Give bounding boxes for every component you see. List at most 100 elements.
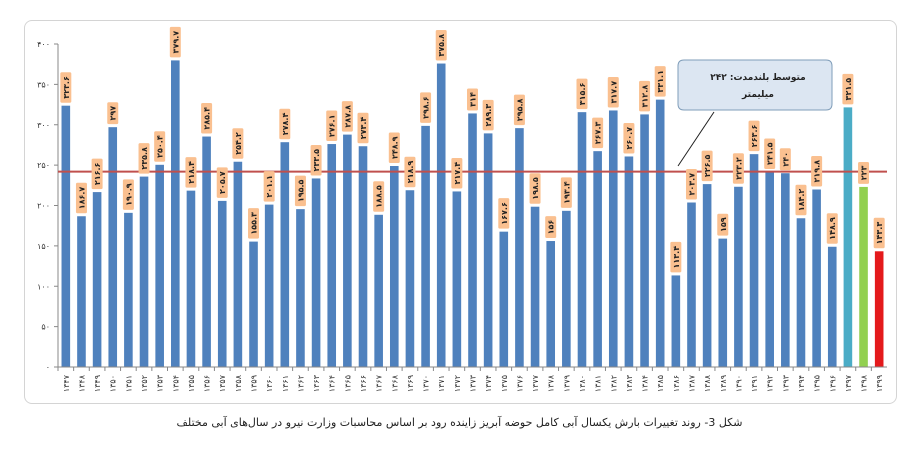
- bar: [827, 246, 837, 367]
- data-label-bg: [435, 30, 447, 61]
- bar: [171, 60, 180, 368]
- x-tick-label: ۱۳۸۴: [641, 375, 650, 392]
- data-label-bg: [795, 184, 807, 216]
- data-label: ۲۰۳.۷: [685, 169, 697, 200]
- data-label-text: ۲۰۱.۱: [265, 175, 274, 198]
- y-tick-label: ۵۰: [41, 323, 50, 332]
- data-label-bg: [122, 179, 134, 210]
- bar: [781, 173, 790, 367]
- bar: [655, 99, 665, 367]
- x-tick-label: ۱۳۴۹: [93, 375, 102, 392]
- data-label-text: ۲۰۳.۷: [687, 173, 696, 196]
- data-label: ۲۹۸.۶: [420, 92, 432, 123]
- data-label-bg: [341, 101, 353, 132]
- data-label-text: ۳۷۵.۸: [437, 34, 446, 57]
- x-tick-label: ۱۳۹۸: [860, 374, 869, 392]
- x-tick-label: ۱۳۶۵: [343, 375, 352, 392]
- data-label-bg: [748, 120, 760, 152]
- data-label-text: ۲۳۳.۵: [312, 149, 321, 172]
- data-label: ۱۹۵.۵: [294, 175, 306, 207]
- data-label: ۲۴۸.۹: [388, 132, 400, 164]
- y-tick-label: ۲۵۰: [37, 161, 50, 170]
- x-tick-label: ۱۳۸۲: [609, 375, 618, 392]
- bar: [515, 128, 524, 367]
- x-tick-label: ۱۳۹۲: [766, 375, 775, 392]
- bar: [483, 133, 493, 367]
- x-tick-label: ۱۳۹۶: [828, 375, 837, 392]
- data-label-text: ۲۹۸.۶: [422, 96, 431, 119]
- x-tick-label: ۱۳۵۰: [109, 375, 118, 392]
- data-label-text: ۳۳۱.۱: [656, 70, 665, 93]
- data-label-text: ۳۱۷.۷: [609, 81, 618, 104]
- data-label-bg: [607, 76, 619, 108]
- data-label-text: ۲۱۷.۴: [453, 162, 462, 185]
- data-label: ۲۸۷.۸: [341, 101, 353, 132]
- data-label: ۲۴۱.۵: [764, 138, 776, 169]
- data-labels: ۳۲۳.۶ ۱۸۶.۷ ۲۱۶.۶ ۲۹۷ ۱۹۰.۹ ۲۳۵.۸ ۲۵۰.۴ ۳۷۹.۷ ۲۱…: [60, 26, 885, 273]
- data-label-bg: [467, 88, 478, 111]
- data-label-text: ۱۸۶.۷: [77, 187, 86, 210]
- data-label-bg: [169, 26, 181, 58]
- data-label-bg: [576, 78, 588, 110]
- bar: [765, 171, 774, 367]
- data-label-text: ۲۰۵.۷: [218, 171, 227, 194]
- mean-label-line2: میلیمتر: [741, 90, 774, 100]
- x-tick-label: ۱۳۶۸: [390, 374, 399, 392]
- bar: [749, 154, 759, 367]
- data-label-text: ۱۸۸.۵: [375, 185, 384, 208]
- x-tick-label: ۱۳۸۹: [719, 375, 728, 392]
- bar: [389, 166, 399, 367]
- data-label-text: ۱۵۹: [719, 217, 728, 232]
- data-label: ۳۷۵.۸: [435, 30, 447, 61]
- x-tick-label: ۱۳۵۶: [203, 375, 212, 392]
- bar: [264, 204, 274, 367]
- bar: [280, 142, 290, 367]
- data-label: ۲۲۶.۵: [701, 150, 713, 182]
- bar: [77, 216, 86, 367]
- data-label-bg: [154, 131, 166, 162]
- data-label-text: ۳۱۴: [469, 92, 478, 107]
- x-tick-label: ۱۳۷۰: [422, 375, 431, 392]
- data-label-bg: [138, 143, 150, 174]
- data-label-bg: [232, 128, 244, 159]
- data-label: ۲۱۶.۶: [91, 158, 103, 190]
- x-tick-label: ۱۳۹۳: [781, 374, 790, 392]
- bar: [593, 151, 602, 367]
- data-label: ۲۷۶.۱: [326, 110, 338, 142]
- data-label-text: ۲۷۶.۱: [328, 115, 337, 138]
- x-tick-label: ۱۳۵۸: [234, 374, 243, 392]
- bar: [702, 184, 712, 367]
- bar: [718, 238, 728, 367]
- data-label: ۱۸۶.۷: [75, 182, 87, 214]
- bar: [421, 125, 430, 368]
- data-label-text: ۲۱۸.۴: [187, 161, 196, 184]
- data-label: ۳۱۲.۸: [639, 80, 651, 112]
- data-label-text: ۱۹۳.۴: [562, 181, 571, 204]
- bar: [562, 210, 571, 367]
- data-label-text: ۱۶۷.۶: [500, 202, 509, 225]
- data-label: ۲۹۵.۸: [513, 94, 525, 126]
- y-tick-label: ۳۰۰: [37, 121, 50, 130]
- x-tick-label: ۱۳۶۱: [281, 375, 290, 392]
- data-label-bg: [717, 213, 729, 236]
- x-tick-label: ۱۳۶۳: [312, 374, 321, 392]
- data-label: ۱۸۸.۵: [373, 181, 385, 212]
- bar: [452, 191, 462, 367]
- x-tick-label: ۱۳۸۷: [687, 374, 696, 392]
- data-label-text: ۲۹۵.۸: [515, 98, 524, 121]
- data-label: ۱۹۳.۴: [560, 177, 572, 208]
- x-tick-label: ۱۳۸۶: [672, 375, 681, 392]
- data-label-bg: [201, 103, 213, 134]
- data-label-text: ۳۲۳.۶: [62, 76, 71, 99]
- bar: [311, 178, 321, 367]
- bar: [859, 186, 868, 367]
- x-tick-label: ۱۳۷۴: [484, 375, 493, 392]
- data-label-bg: [654, 66, 666, 97]
- data-label: ۲۲۳.۲: [732, 153, 744, 184]
- data-label-text: ۱۵۵.۳: [250, 212, 259, 235]
- data-label-text: ۳۱۵.۶: [578, 83, 587, 106]
- x-tick-label: ۱۳۵۷: [218, 374, 227, 392]
- data-label-bg: [482, 99, 494, 131]
- data-label-text: ۲۶۷.۳: [594, 122, 603, 145]
- data-label-bg: [858, 162, 870, 184]
